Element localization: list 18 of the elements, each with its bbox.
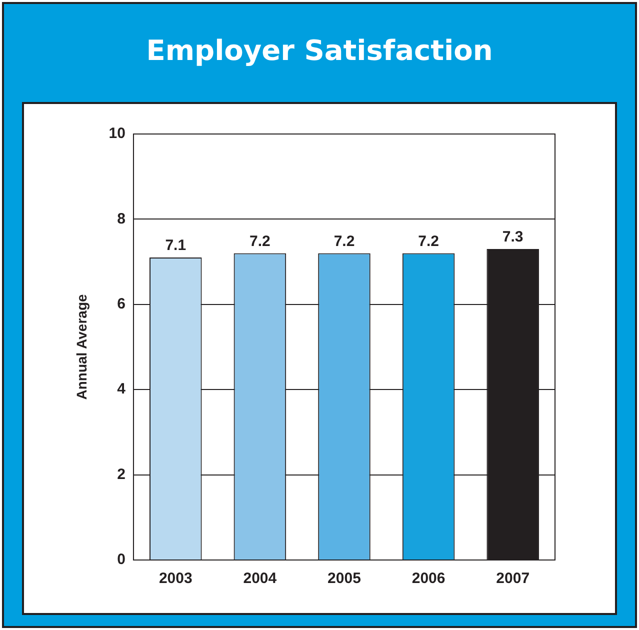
y-axis-title: Annual Average (73, 294, 90, 400)
data-label: 7.2 (250, 232, 270, 250)
x-tick-label: 2006 (412, 570, 446, 588)
x-tick-label: 2005 (328, 570, 361, 588)
data-label: 7.1 (165, 237, 186, 254)
y-tick-label: 0 (117, 551, 126, 568)
chart-title: Employer Satisfaction (145, 34, 494, 67)
data-label: 7.3 (502, 228, 524, 246)
x-tick-label: 2003 (158, 570, 192, 588)
y-tick-label: 8 (117, 210, 126, 228)
y-tick-label: 6 (117, 296, 126, 313)
x-tick-label: 2007 (496, 570, 530, 588)
data-label: 7.2 (418, 232, 439, 250)
y-tick-label: 10 (108, 125, 126, 142)
y-tick-label: 4 (117, 380, 126, 398)
x-tick-label: 2004 (243, 570, 278, 588)
y-tick-label: 2 (117, 466, 126, 483)
data-label: 7.2 (334, 232, 355, 250)
